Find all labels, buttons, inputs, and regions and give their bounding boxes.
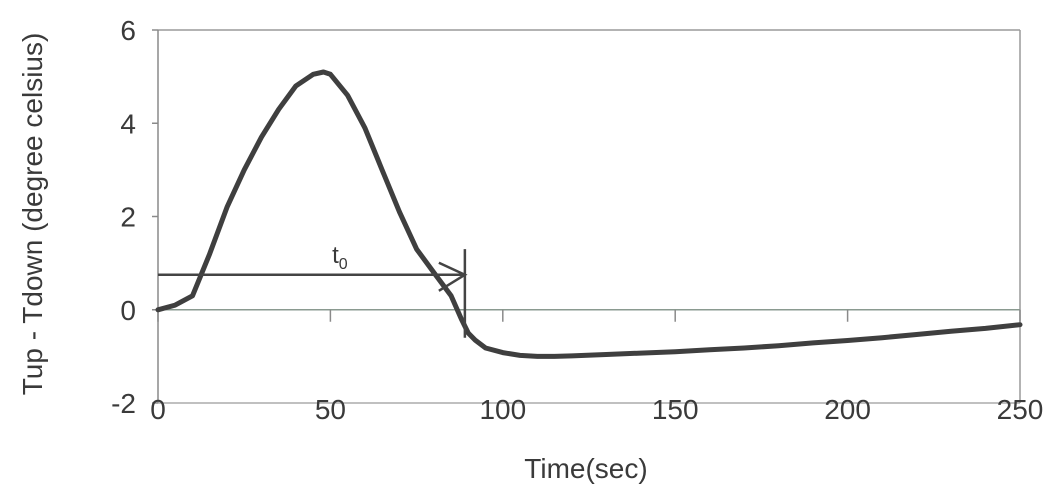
- series-line: [155, 69, 1023, 359]
- x-tick-label: 50: [315, 394, 346, 425]
- x-tick-label: 150: [652, 394, 699, 425]
- x-tick-label: 0: [150, 394, 166, 425]
- x-tick-label: 100: [479, 394, 526, 425]
- y-tick-label: -2: [111, 388, 136, 419]
- t0-label: t0: [332, 242, 348, 273]
- x-axis-title: Time(sec): [524, 453, 647, 484]
- y-tick-label: 4: [120, 108, 136, 139]
- y-tick-label: 6: [120, 15, 136, 46]
- y-axis-title: Tup - Tdown (degree celsius): [17, 33, 48, 396]
- y-tick-label: 0: [120, 295, 136, 326]
- y-tick-label: 2: [120, 202, 136, 233]
- x-tick-label: 250: [997, 394, 1044, 425]
- x-tick-label: 200: [824, 394, 871, 425]
